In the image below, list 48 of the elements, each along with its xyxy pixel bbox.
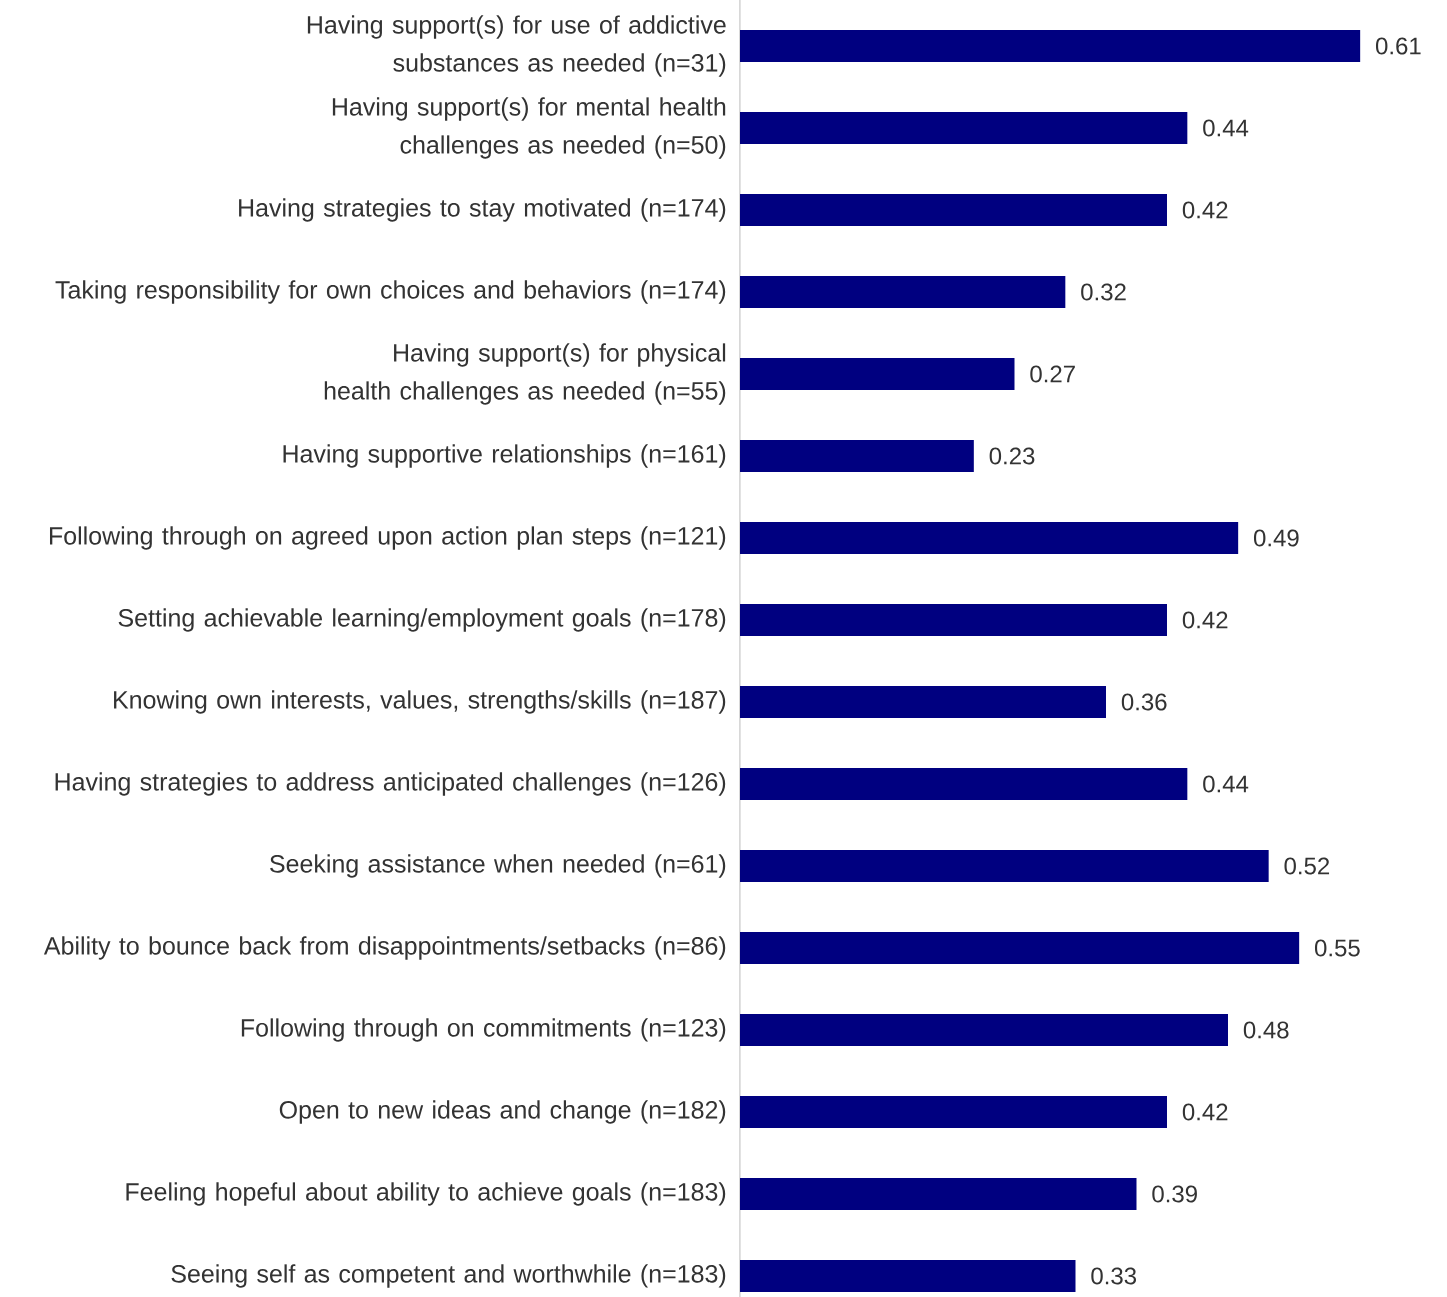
bar [739,603,1167,636]
bar [739,275,1066,308]
y-tick-label: Ability to bounce back from disappointments/setbacks (n=86) [43,936,726,960]
y-tick-label: Having support(s) for use of addictive substances as needed (n=31) [307,15,726,77]
data-label: 0.23 [989,447,1035,465]
data-label: 0.42 [1182,201,1228,219]
data-label: 0.61 [1375,37,1421,55]
bar [739,357,1015,390]
y-tick-label: Taking responsibility for own choices and behaviors (n=174) [55,280,726,304]
data-label: 0.36 [1121,693,1167,711]
y-tick-label: Open to new ideas and change (n=182) [279,1100,726,1124]
y-tick-label: Having strategies to address anticipated challenges (n=126) [55,772,726,796]
bar [739,1259,1076,1292]
data-label: 0.32 [1081,283,1126,301]
bar [739,1177,1137,1210]
bar [739,111,1188,144]
y-tick-label: Having supportive relationships (n=161) [283,444,726,468]
data-label: 0.48 [1243,1021,1289,1039]
bar [739,931,1300,964]
data-label: 0.42 [1182,611,1228,629]
data-label: 0.55 [1314,939,1360,957]
y-tick-label: Seeking assistance when needed (n=61) [270,854,726,878]
bar [739,1095,1167,1128]
data-label: 0.44 [1203,119,1249,137]
bar [739,439,974,472]
data-label: 0.52 [1284,857,1330,875]
data-label: 0.49 [1253,529,1299,547]
y-tick-label: Having strategies to stay motivated (n=174) [239,198,726,222]
y-tick-label: Setting achievable learning/employment goals (n=178) [118,608,726,632]
bar [739,521,1239,554]
bar [739,1013,1228,1046]
data-label: 0.42 [1182,1103,1228,1121]
bar [739,767,1188,800]
bar [739,849,1269,882]
y-tick-label: Having support(s) for mental health challenges as needed (n=50) [332,97,726,159]
y-tick-label: Following through on commitments (n=123) [241,1018,726,1042]
y-tick-label: Seeing self as competent and worthwhile (n=183) [171,1264,726,1288]
y-tick-label: Feeling hopeful about ability to achieve goals (n=183) [126,1182,726,1206]
bar [739,193,1167,226]
data-label: 0.27 [1030,365,1075,383]
bar [739,685,1106,718]
data-label: 0.39 [1152,1185,1197,1203]
bar [739,29,1361,62]
y-tick-label: Following through on agreed upon action plan steps (n=121) [49,526,726,550]
data-label: 0.44 [1203,775,1249,793]
data-label: 0.33 [1091,1267,1137,1285]
y-tick-label: Knowing own interests, values, strengths/skills (n=187) [114,690,726,714]
y-tick-label: Having support(s) for physical health challenges as needed (n=55) [324,343,726,405]
